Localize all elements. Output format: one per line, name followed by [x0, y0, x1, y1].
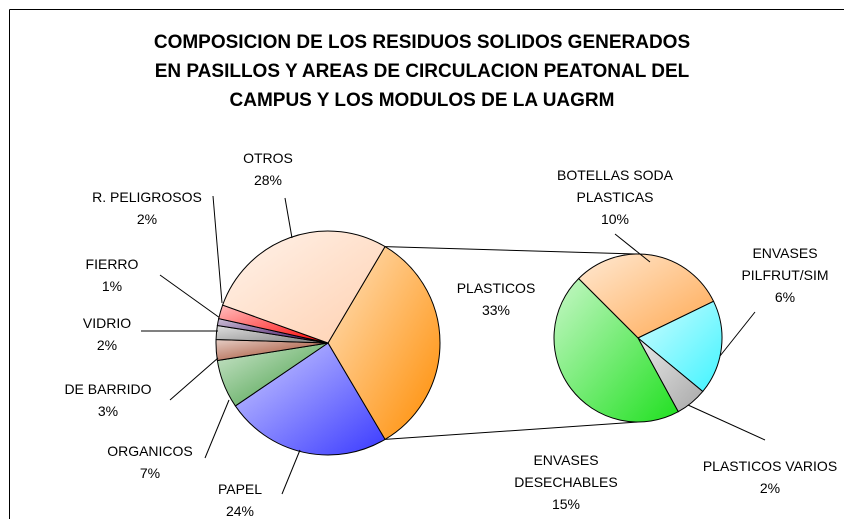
leader-line	[281, 449, 301, 495]
slice-value: 24%	[225, 503, 255, 519]
leader-line	[719, 311, 756, 357]
slice-name: PLASTICOS	[456, 280, 536, 296]
slice-name: PLASTICOS VARIOS	[702, 458, 838, 474]
slice-value: 2%	[96, 337, 118, 353]
leader-line	[169, 357, 219, 401]
chart-title: COMPOSICION DE LOS RESIDUOS SOLIDOS GENE…	[153, 32, 691, 111]
data-label: OTROS 28%	[228, 147, 308, 191]
data-label: BOTELLAS SODA PLASTICAS 10%	[540, 164, 690, 230]
pie-slice	[553, 277, 679, 423]
leader-line	[212, 195, 223, 304]
slice-value: 3%	[97, 403, 119, 419]
data-label: R. PELIGROSOS 2%	[77, 186, 217, 230]
leader-line	[687, 404, 766, 441]
slice-value: 7%	[139, 465, 161, 481]
slice-name: ENVASES PILFRUT/SIM	[741, 245, 829, 283]
slice-name: DE BARRIDO	[64, 381, 152, 397]
data-label: ORGANICOS 7%	[95, 440, 205, 484]
slice-name: R. PELIGROSOS	[92, 189, 202, 205]
leader-line	[204, 399, 230, 459]
pie-slice	[327, 245, 441, 441]
slice-value: 1%	[101, 278, 123, 294]
leader-line	[284, 197, 293, 239]
data-label: DE BARRIDO 3%	[53, 378, 163, 422]
leader-line	[159, 274, 221, 319]
slice-name: PAPEL	[217, 481, 263, 497]
slice-name: FIERRO	[85, 256, 139, 272]
data-label: FIERRO 1%	[72, 253, 152, 297]
data-label: VIDRIO 2%	[67, 312, 147, 356]
slice-name: VIDRIO	[82, 315, 132, 331]
data-label: PAPEL 24%	[200, 478, 280, 519]
slice-name: BOTELLAS SODA PLASTICAS	[557, 167, 673, 205]
slice-value: 28%	[253, 172, 283, 188]
data-label: ENVASES PILFRUT/SIM 6%	[733, 242, 838, 308]
data-label: ENVASES DESECHABLES 15%	[509, 449, 624, 515]
slice-name: ORGANICOS	[107, 443, 193, 459]
pie-slice	[577, 253, 715, 339]
slice-value: 2%	[136, 211, 158, 227]
slice-value: 33%	[481, 302, 511, 318]
slice-value: 10%	[600, 211, 630, 227]
slice-name: ENVASES DESECHABLES	[514, 452, 618, 490]
data-label: PLASTICOS VARIOS 2%	[690, 455, 844, 499]
slice-value: 2%	[759, 480, 781, 496]
pie-slice	[637, 300, 723, 393]
connector-line	[384, 421, 639, 440]
pie-slice	[234, 342, 386, 456]
connector-line	[384, 246, 639, 255]
data-label: PLASTICOS 33%	[441, 277, 551, 321]
slice-value: 6%	[774, 289, 796, 305]
slice-value: 15%	[551, 496, 581, 512]
slice-name: OTROS	[243, 150, 293, 166]
pie-slice	[221, 230, 386, 344]
leader-line	[614, 233, 651, 263]
